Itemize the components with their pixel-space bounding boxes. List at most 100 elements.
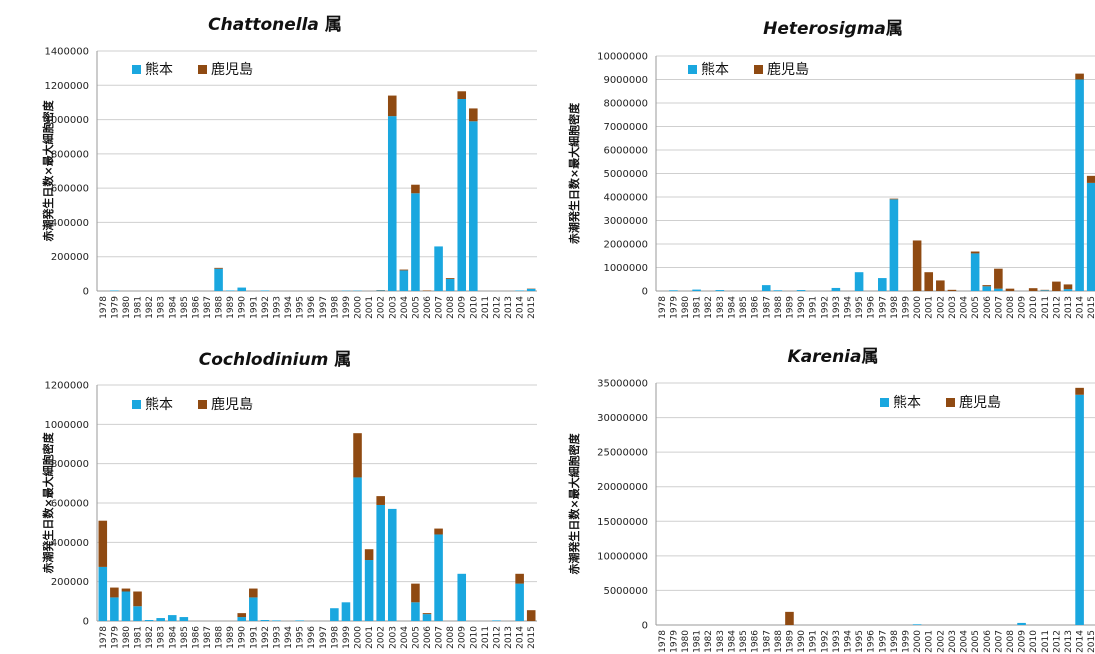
chart-title: Heterosigma属 [763,19,903,39]
legend-kagoshima-swatch [198,65,207,74]
bar-kagoshima [110,587,119,598]
bar-kumamoto [434,246,443,291]
x-tick-label: 2010 [469,296,479,319]
x-tick-label: 1982 [145,626,155,649]
bar-kagoshima [469,108,478,122]
x-tick-label: 1986 [751,296,761,319]
chart-title-suffix: 属 [328,350,351,370]
x-tick-label: 1991 [249,296,259,319]
x-tick-label: 2011 [481,626,491,649]
x-tick-label: 1979 [110,296,120,319]
x-tick-label: 1994 [843,296,853,319]
bar-kumamoto [970,253,980,291]
bar-kumamoto [761,285,771,291]
bar-kagoshima [133,591,142,607]
legend: 熊本 鹿児島 [688,61,809,78]
bar-kumamoto [889,199,899,291]
x-tick-label: 1989 [785,296,795,319]
x-tick-label: 2003 [388,296,398,319]
x-tick-label: 1981 [134,626,144,649]
bar-kumamoto [1040,290,1050,291]
bar-kumamoto [878,278,887,291]
x-tick-label: 1992 [261,626,271,649]
chart-title-genus: Cochlodinium [199,350,329,370]
chart-title-genus: Chattonella [208,15,319,35]
bar-kagoshima [994,268,1003,289]
x-tick-label: 2005 [411,296,421,319]
x-tick-label: 1985 [739,630,749,653]
x-tick-label: 1999 [342,296,352,319]
bar-kumamoto [133,606,142,621]
bar-kumamoto [457,99,467,291]
x-tick-label: 1996 [307,296,317,319]
x-tick-label: 1980 [122,626,132,649]
bar-kagoshima [98,520,108,567]
x-tick-label: 1994 [843,630,853,653]
legend-kumamoto-swatch [688,65,697,74]
x-tick-label: 1978 [658,630,668,653]
x-tick-label: 1998 [330,296,340,319]
bar-kumamoto [364,560,374,621]
chart-title-suffix: 属 [319,15,342,35]
bar-kagoshima [121,588,131,592]
x-tick-label: 2005 [971,630,981,653]
bar-kumamoto [260,620,270,621]
x-tick-label: 1997 [878,630,888,653]
bar-kagoshima [947,289,957,291]
x-tick-label: 2012 [492,296,502,319]
chart-title: Chattonella 属 [208,15,342,35]
x-tick-label: 2000 [354,296,364,319]
legend-kagoshima-swatch [754,65,763,74]
x-tick-label: 1992 [820,296,830,319]
x-tick-label: 1985 [180,626,190,649]
chart-title-suffix: 属 [861,347,878,367]
bar-kagoshima [1075,73,1084,80]
x-tick-label: 2015 [1087,296,1095,319]
x-tick-label: 2004 [960,630,970,653]
x-tick-label: 1979 [669,296,679,319]
chart-title: Karenia属 [788,347,879,367]
bar-kumamoto [831,287,841,291]
bar-kumamoto [715,290,725,291]
bar-kagoshima [1028,288,1038,291]
y-tick-label: 10000000 [597,52,648,63]
y-tick-label: 7000000 [603,122,648,133]
bar-kumamoto [515,290,524,291]
bar-kumamoto [272,620,281,621]
x-tick-label: 1981 [134,296,144,319]
bar-kagoshima [912,240,922,291]
x-tick-label: 2003 [948,296,958,319]
x-tick-label: 2014 [1076,296,1086,319]
y-tick-label: 1000000 [44,115,89,126]
bar-kagoshima [434,528,443,535]
y-tick-label: 0 [83,617,89,628]
x-tick-label: 2010 [469,626,479,649]
bar-kagoshima [445,278,455,279]
x-tick-label: 1983 [157,296,167,319]
bar-kumamoto [669,290,678,291]
x-tick-label: 2011 [1041,296,1051,319]
x-tick-label: 1995 [855,630,865,653]
x-tick-label: 1981 [693,296,703,319]
x-tick-label: 1990 [238,626,248,649]
x-tick-label: 1982 [145,296,155,319]
x-tick-label: 1998 [330,626,340,649]
bar-kumamoto [387,116,397,292]
legend: 熊本 鹿児島 [132,61,253,78]
x-tick-label: 2001 [925,296,935,319]
x-tick-label: 1988 [215,296,225,319]
bar-kagoshima [526,610,536,621]
x-tick-label: 2008 [1006,630,1016,653]
y-tick-label: 30000000 [597,413,648,424]
x-tick-label: 1988 [774,296,784,319]
y-tick-label: 1000000 [603,263,648,274]
bar-kumamoto [387,508,397,621]
y-axis-label: 赤潮発生日数×最大細胞密度 [567,432,581,574]
x-tick-label: 1999 [342,626,352,649]
x-tick-label: 1991 [809,296,819,319]
x-tick-label: 2015 [527,296,537,319]
x-tick-label: 2000 [913,630,923,653]
bar-kumamoto [1086,182,1095,291]
x-tick-label: 1993 [272,626,282,649]
x-tick-label: 2008 [1006,296,1016,319]
